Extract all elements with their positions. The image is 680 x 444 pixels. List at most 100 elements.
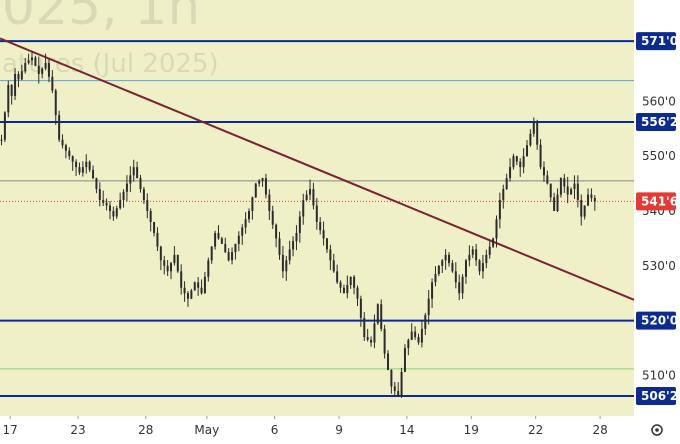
candle-body <box>163 260 166 266</box>
candle-body <box>475 249 478 261</box>
candle-body <box>539 144 542 168</box>
candle-body <box>468 254 471 261</box>
candle-body <box>536 122 539 145</box>
candle-body <box>593 197 596 202</box>
candle-body <box>309 189 312 195</box>
candle-body <box>271 211 274 225</box>
candle-body <box>397 391 400 396</box>
candle-body <box>298 216 301 233</box>
trendline <box>0 37 635 301</box>
candle-body <box>47 63 50 77</box>
candle-body <box>580 200 583 217</box>
candle-body <box>58 115 61 140</box>
candle-body <box>149 211 152 222</box>
candle-body <box>264 178 267 195</box>
candle-body <box>461 276 464 294</box>
candle-body <box>427 298 430 316</box>
x-tick-label: 28 <box>138 423 153 437</box>
x-tick-label: 17 <box>3 423 18 437</box>
candle-body <box>261 178 264 181</box>
candle-body <box>51 76 54 91</box>
candle-body <box>234 243 237 253</box>
candle-body <box>451 263 454 272</box>
candle-body <box>393 386 396 392</box>
candle-body <box>478 260 481 272</box>
candle-body <box>7 84 10 113</box>
candle-body <box>529 133 532 146</box>
candle-body <box>573 183 576 190</box>
candle-body <box>166 265 169 272</box>
candle-body <box>258 180 261 184</box>
candle-body <box>583 205 586 217</box>
candle-body <box>217 232 220 239</box>
candle-body <box>420 328 423 343</box>
candle-body <box>325 238 328 250</box>
candle-body <box>437 265 440 275</box>
candle-body <box>288 249 291 261</box>
candle-body <box>302 200 305 217</box>
x-tick-label: 19 <box>464 423 479 437</box>
candle-body <box>322 230 325 239</box>
price-tag-label: 556'2 <box>641 115 678 129</box>
candle-body <box>471 249 474 255</box>
candle-body <box>115 208 118 217</box>
settings-icon <box>651 424 663 436</box>
candle-body <box>458 282 461 294</box>
candle-body <box>434 274 437 283</box>
candle-body <box>549 183 552 198</box>
candle-body <box>292 241 295 250</box>
candle-body <box>180 271 183 288</box>
candle-body <box>183 287 186 294</box>
y-tick-label: 550'0 <box>642 149 676 163</box>
price-tag-label: 506'2 <box>641 389 678 403</box>
candle-body <box>61 139 64 146</box>
candle-body <box>414 331 417 338</box>
candle-body <box>566 186 569 195</box>
candle-body <box>417 337 420 343</box>
price-tag-label: 520'0 <box>641 314 678 328</box>
candle-body <box>173 254 176 264</box>
candle-body <box>576 183 579 201</box>
x-tick-label: 9 <box>335 423 343 437</box>
candle-body <box>424 315 427 329</box>
candle-body <box>431 282 434 299</box>
candle-body <box>146 200 149 212</box>
candle-body <box>556 194 559 212</box>
candle-body <box>220 238 223 244</box>
candle-body <box>403 348 406 372</box>
candle-body <box>129 175 132 184</box>
candle-body <box>244 219 247 228</box>
candle-body <box>193 282 196 291</box>
candle-body <box>247 211 250 220</box>
candle-body <box>203 276 206 294</box>
candle-body <box>339 282 342 288</box>
candle-body <box>400 371 403 396</box>
candle-body <box>251 197 254 212</box>
candle-body <box>95 178 98 190</box>
candle-body <box>31 57 34 61</box>
candle-body <box>278 238 281 255</box>
candle-body <box>505 178 508 190</box>
price-tag <box>636 311 676 330</box>
candle-body <box>542 167 545 176</box>
settings-icon-center <box>655 428 659 432</box>
candle-body <box>275 224 278 239</box>
candle-body <box>563 178 566 187</box>
candle-body <box>227 252 230 261</box>
candle-body <box>281 254 284 272</box>
candle-body <box>98 189 101 201</box>
candle-body <box>319 221 322 231</box>
candle-body <box>17 73 20 80</box>
price-tag <box>636 192 676 211</box>
candle-body <box>590 194 593 198</box>
price-tag-label: 571'0 <box>641 34 678 48</box>
candle-body <box>559 178 562 195</box>
candle-body <box>176 254 179 272</box>
candle-body <box>342 287 345 294</box>
candle-body <box>454 271 457 283</box>
price-tag-label: 541'6 <box>641 194 678 208</box>
candle-body <box>373 323 376 343</box>
candle-body <box>197 282 200 288</box>
candle-body <box>125 183 128 192</box>
